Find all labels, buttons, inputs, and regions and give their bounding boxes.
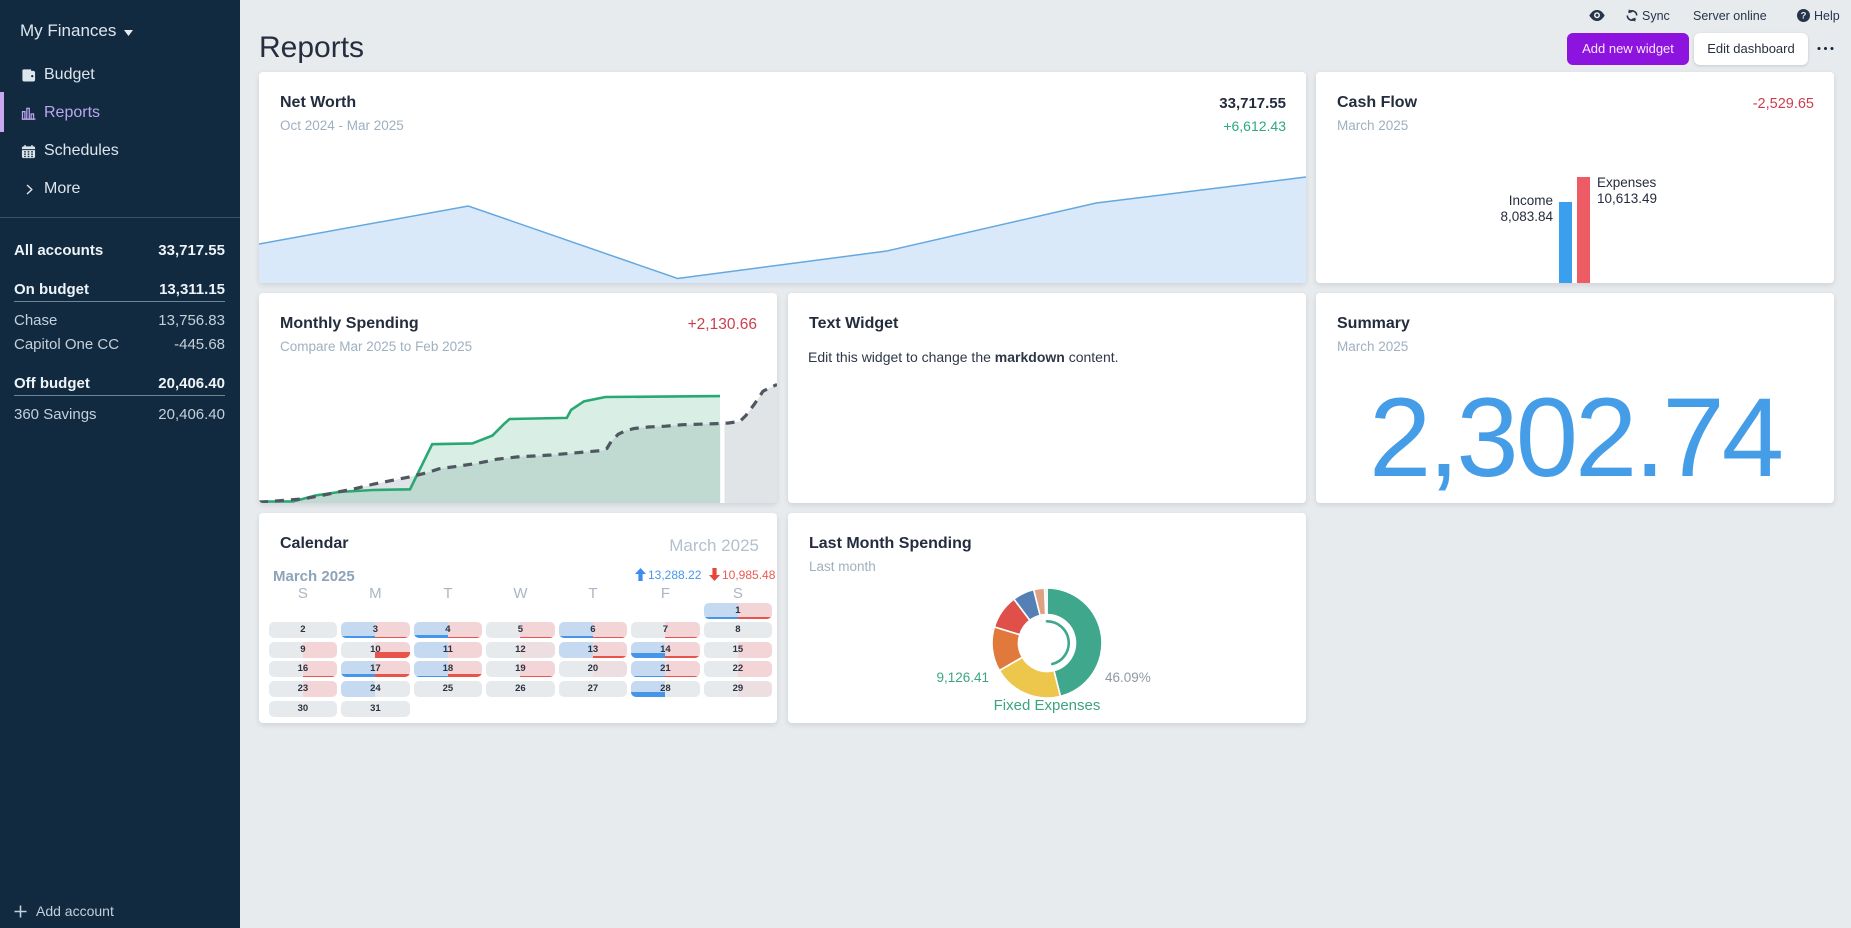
svg-text:?: ? bbox=[1801, 11, 1807, 22]
